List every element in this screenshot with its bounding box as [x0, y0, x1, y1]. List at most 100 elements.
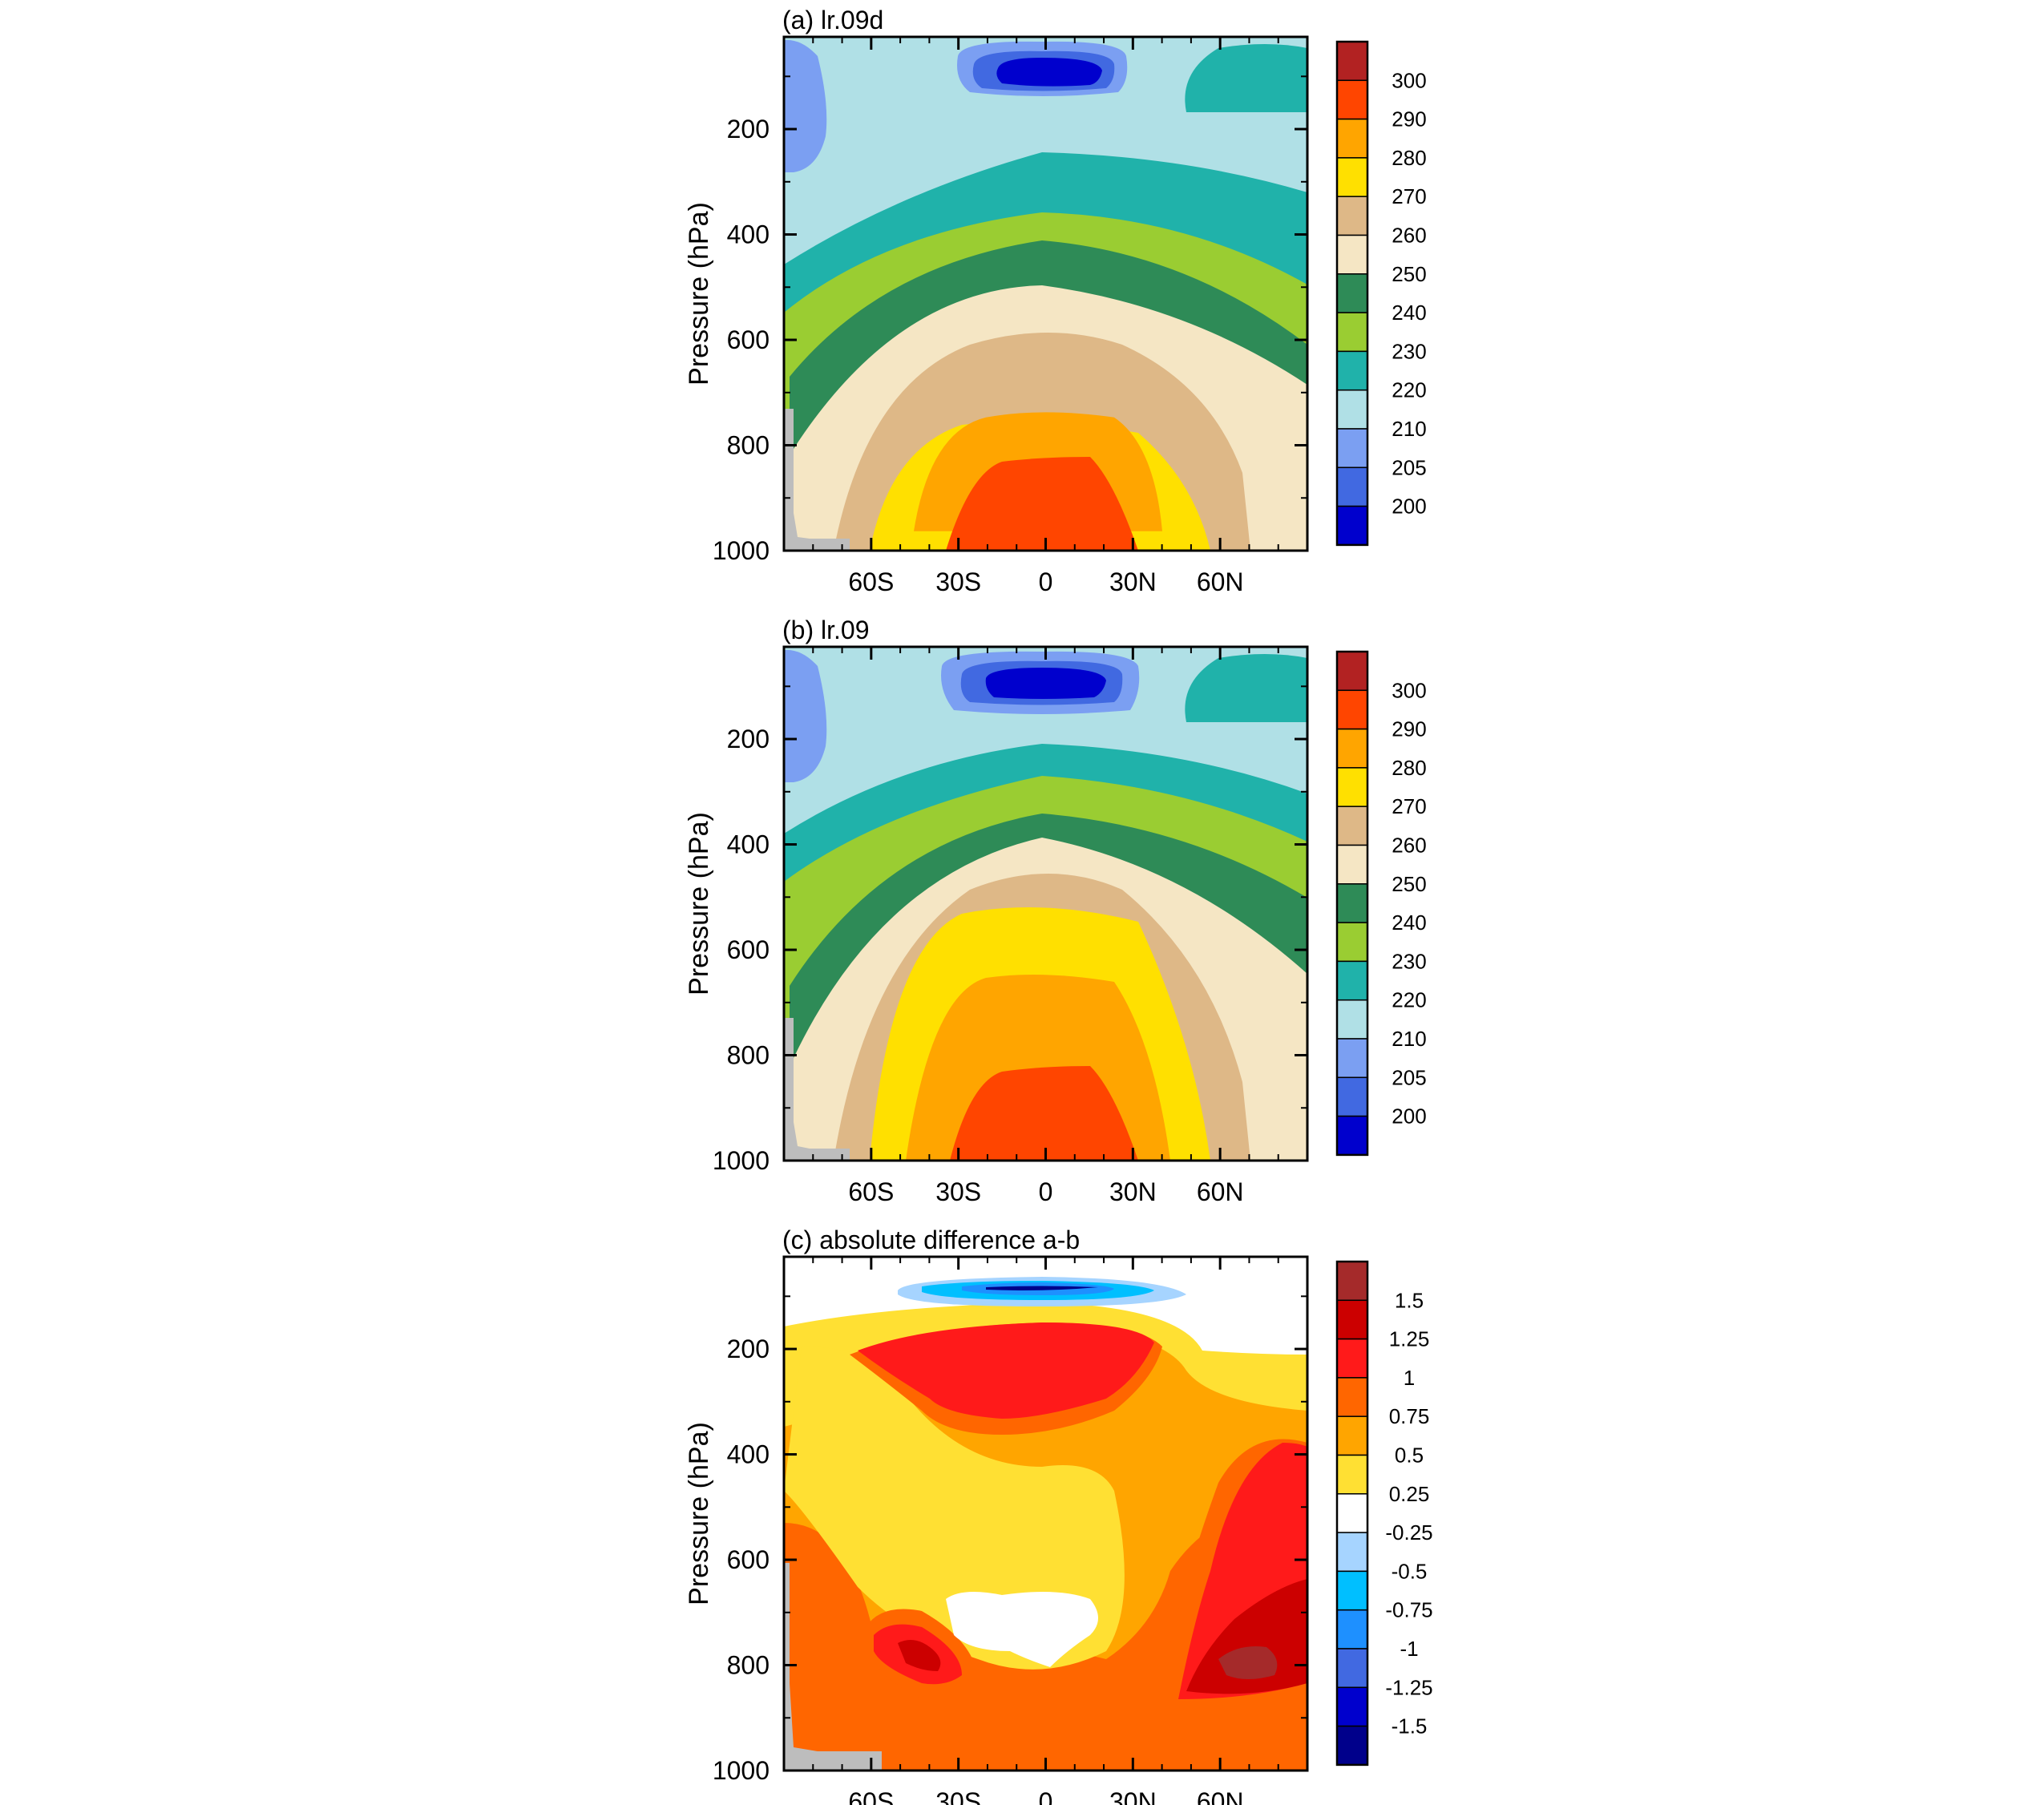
colorbar-swatch: [1336, 806, 1368, 846]
colorbar-swatch: [1336, 1532, 1368, 1573]
colorbar-swatch: [1336, 234, 1368, 275]
colorbar-frame: [1335, 40, 1369, 547]
x-tick-label: 30N: [1109, 567, 1157, 596]
colorbar-label: 205: [1392, 1065, 1426, 1089]
x-tick-label: 60S: [848, 1787, 894, 1805]
x-tick-label: 30N: [1109, 1787, 1157, 1805]
y-tick-label: 1000: [713, 1146, 770, 1175]
panel-c-field: [784, 1257, 1307, 1771]
colorbar-label: 290: [1392, 107, 1426, 131]
colorbar-label: 230: [1392, 339, 1426, 363]
colorbar-label: 1: [1404, 1366, 1415, 1390]
colorbar-label: 260: [1392, 224, 1426, 248]
colorbar-frame: [1335, 1260, 1369, 1767]
panel-b-ylabel: Pressure (hPa): [684, 812, 714, 995]
colorbar-label: 0.25: [1389, 1482, 1430, 1506]
colorbar-swatch: [1336, 689, 1368, 730]
x-tick-label: 0: [1039, 567, 1053, 596]
colorbar-label: 270: [1392, 184, 1426, 208]
colorbar-swatch: [1336, 1570, 1368, 1611]
colorbar-swatch: [1336, 1415, 1368, 1456]
y-tick-label: 200: [727, 1335, 770, 1363]
colorbar-swatch: [1336, 1076, 1368, 1117]
colorbar-swatch: [1336, 157, 1368, 197]
colorbar-swatch: [1336, 389, 1368, 430]
y-tick-label: 600: [727, 1545, 770, 1574]
colorbar-label: 300: [1392, 68, 1426, 92]
x-tick-label: 30S: [935, 567, 981, 596]
colorbar-label: -1.25: [1385, 1675, 1432, 1699]
colorbar-label: 290: [1392, 717, 1426, 741]
colorbar-label: 210: [1392, 1027, 1426, 1051]
colorbar-label: -1: [1400, 1637, 1418, 1661]
colorbar-label: 220: [1392, 988, 1426, 1012]
colorbar-swatch: [1336, 1686, 1368, 1727]
colorbar-label: -0.25: [1385, 1520, 1432, 1545]
colorbar-label: 260: [1392, 834, 1426, 858]
y-tick-label: 400: [727, 1440, 770, 1469]
colorbar-label: 240: [1392, 911, 1426, 935]
panel-b-colorbar: 300 290 280 270 260 250 240 230 220 210 205 200: [1335, 650, 1427, 1157]
colorbar-swatch: [1336, 960, 1368, 1001]
x-tick-label: 60S: [848, 1177, 894, 1206]
y-tick-label: 600: [727, 325, 770, 354]
panel-a-ylabel: Pressure (hPa): [684, 202, 714, 386]
colorbar-swatch: [1336, 1261, 1368, 1302]
colorbar-label: 280: [1392, 756, 1426, 780]
x-tick-label: 30N: [1109, 1177, 1157, 1206]
colorbar-label: 230: [1392, 949, 1426, 973]
colorbar-swatch: [1336, 41, 1368, 82]
x-tick-label: 0: [1039, 1787, 1053, 1805]
colorbar-swatch: [1336, 1377, 1368, 1417]
colorbar-frame: [1335, 650, 1369, 1157]
y-tick-label: 400: [727, 830, 770, 859]
y-tick-label: 800: [727, 431, 770, 460]
panel-a-annotations: (a) lr.09d Pressure (hPa) 200 400 600 800 1000…: [684, 6, 1427, 596]
colorbar-label: 250: [1392, 262, 1426, 286]
panel-a: [782, 35, 1309, 552]
colorbar-swatch: [1336, 767, 1368, 807]
colorbar-swatch: [1336, 1338, 1368, 1379]
colorbar-label: 1.5: [1395, 1288, 1424, 1312]
colorbar-label: -0.75: [1385, 1598, 1432, 1622]
colorbar-swatch: [1336, 728, 1368, 769]
colorbar-swatch: [1336, 273, 1368, 313]
panel-a-title: (a) lr.09d: [782, 6, 883, 34]
y-tick-label: 400: [727, 220, 770, 249]
panel-a-colorbar: 300 290 280 270 260 250 240 230 220 210 205 200: [1335, 40, 1427, 547]
colorbar-swatch: [1336, 1115, 1368, 1156]
panel-b-field: [784, 647, 1307, 1161]
colorbar-label: 205: [1392, 455, 1426, 479]
y-tick-label: 800: [727, 1651, 770, 1680]
colorbar-swatch: [1336, 1648, 1368, 1689]
colorbar-label: 240: [1392, 301, 1426, 325]
colorbar-swatch: [1336, 651, 1368, 692]
colorbar-swatch: [1336, 196, 1368, 236]
x-tick-label: 60N: [1197, 1177, 1244, 1206]
x-tick-label: 30S: [935, 1177, 981, 1206]
x-tick-label: 60S: [848, 567, 894, 596]
panel-c-colorbar: 1.5 1.25 1 0.75 0.5 0.25 -0.25 -0.5 -0.75 -1 -1.25…: [1335, 1260, 1433, 1767]
colorbar-swatch: [1336, 1493, 1368, 1533]
colorbar-swatch: [1336, 999, 1368, 1040]
panel-c-ylabel: Pressure (hPa): [684, 1422, 714, 1605]
colorbar-swatch: [1336, 312, 1368, 353]
colorbar-label: 280: [1392, 146, 1426, 170]
colorbar-label: 210: [1392, 417, 1426, 441]
colorbar-swatch: [1336, 922, 1368, 963]
colorbar-swatch: [1336, 505, 1368, 546]
colorbar-swatch: [1336, 79, 1368, 120]
colorbar-swatch: [1336, 1454, 1368, 1495]
panel-c-title: (c) absolute difference a-b: [782, 1226, 1080, 1254]
colorbar-swatch: [1336, 350, 1368, 391]
colorbar-label: -1.5: [1392, 1714, 1428, 1738]
colorbar-label: -0.5: [1392, 1559, 1428, 1583]
colorbar-label: 250: [1392, 872, 1426, 896]
colorbar-label: 0.75: [1389, 1404, 1430, 1428]
colorbar-swatch: [1336, 1725, 1368, 1766]
panel-b-annotations: (b) lr.09 Pressure (hPa) 200 400 600 800 1000 6…: [684, 616, 1427, 1206]
y-tick-label: 1000: [713, 1756, 770, 1785]
colorbar-label: 300: [1392, 678, 1426, 702]
